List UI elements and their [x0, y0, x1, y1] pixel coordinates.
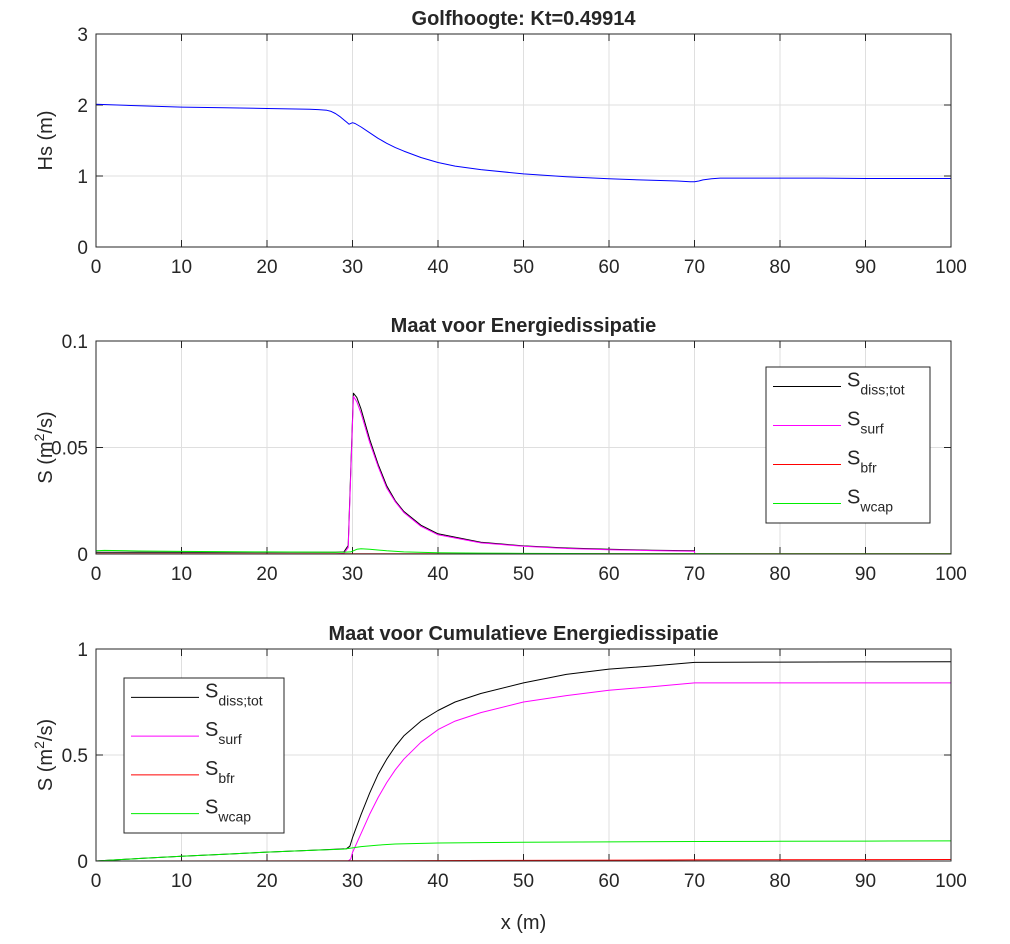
x-tick-label: 100 [935, 871, 967, 892]
y-axis-label-unit: /s) [35, 719, 57, 741]
plot-title: Maat voor Energiedissipatie [391, 315, 657, 337]
y-tick-label: 0 [77, 238, 88, 259]
axes-box [95, 33, 952, 248]
x-tick-label: 50 [513, 257, 534, 278]
x-tick-label: 60 [598, 871, 619, 892]
legend-label-main: S [205, 719, 218, 741]
x-tick-label: 80 [769, 564, 790, 585]
series-line-surf [96, 682, 951, 862]
legend-label-subscript: bfr [218, 770, 235, 786]
x-tick-label: 90 [855, 257, 876, 278]
legend-box [765, 366, 931, 524]
x-tick-label: 30 [342, 564, 363, 585]
legend-label-subscript: diss;tot [860, 382, 904, 398]
y-axis-label-main: S (m [35, 749, 57, 791]
legend-label-subscript: diss;tot [218, 692, 262, 708]
x-tick-label: 90 [855, 871, 876, 892]
legend-label-main: S [205, 680, 218, 702]
x-tick-label: 100 [935, 257, 967, 278]
x-tick-label: 70 [684, 871, 705, 892]
legend-label-subscript: surf [860, 421, 883, 437]
axes-box [95, 340, 952, 555]
series-line-hs [95, 103, 951, 183]
x-tick-label: 50 [513, 871, 534, 892]
plot-title: Golfhoogte: Kt=0.49914 [412, 8, 637, 30]
legend-box [123, 677, 285, 834]
y-tick-label: 0 [77, 852, 88, 873]
x-tick-label: 70 [684, 257, 705, 278]
x-tick-label: 30 [342, 871, 363, 892]
legend-label-main: S [847, 448, 860, 470]
x-tick-label: 40 [427, 257, 448, 278]
y-axis-label-main: S (m [35, 441, 57, 483]
legend-label-main: S [847, 487, 860, 509]
series-line-wcap [95, 840, 952, 862]
plot-title: Maat voor Cumulatieve Energiedissipatie [328, 623, 718, 645]
x-tick-label: 60 [598, 564, 619, 585]
legend-label-subscript: wcap [217, 809, 251, 825]
legend-label-bfr: Sbfr [847, 448, 877, 476]
x-tick-label: 40 [427, 564, 448, 585]
x-tick-label: 20 [256, 871, 277, 892]
x-tick-label: 40 [427, 871, 448, 892]
legend-label-main: S [205, 758, 218, 780]
x-tick-label: 10 [171, 871, 192, 892]
legend-label-diss;tot: Sdiss;tot [205, 680, 263, 708]
y-axis-label: S (m2/s) [31, 411, 57, 483]
x-tick-label: 0 [91, 564, 102, 585]
y-tick-label: 0.1 [62, 332, 88, 353]
x-axis-label: x (m) [501, 912, 547, 934]
legend-label-diss;tot: Sdiss;tot [847, 370, 905, 398]
y-tick-label: 1 [77, 167, 88, 188]
y-tick-label: 0.5 [62, 746, 88, 767]
legend-label-wcap: Swcap [847, 487, 893, 515]
x-tick-label: 10 [171, 257, 192, 278]
series-line-surf [96, 395, 951, 555]
legend-label-main: S [205, 797, 218, 819]
y-tick-label: 2 [77, 96, 88, 117]
legend-label-surf: Ssurf [847, 409, 884, 437]
x-tick-label: 50 [513, 564, 534, 585]
y-tick-label: 0 [77, 545, 88, 566]
legend-label-main: S [847, 370, 860, 392]
legend-label-subscript: surf [218, 731, 241, 747]
x-tick-label: 70 [684, 564, 705, 585]
y-axis-label-superscript: 2 [31, 433, 47, 441]
axes-box [95, 648, 952, 862]
y-axis-label-unit: /s) [35, 411, 57, 433]
legend-label-surf: Ssurf [205, 719, 242, 747]
x-tick-label: 60 [598, 257, 619, 278]
y-tick-label: 1 [77, 640, 88, 661]
legend-label-subscript: wcap [859, 499, 893, 515]
x-tick-label: 20 [256, 564, 277, 585]
y-tick-label: 0.05 [51, 439, 88, 460]
x-tick-label: 80 [769, 871, 790, 892]
y-axis-label-main: Hs (m) [35, 111, 57, 171]
y-tick-label: 3 [77, 25, 88, 46]
x-tick-label: 80 [769, 257, 790, 278]
x-tick-label: 0 [91, 871, 102, 892]
x-tick-label: 100 [935, 564, 967, 585]
x-tick-label: 0 [91, 257, 102, 278]
plot-cumulatieve-energiedissipatie: 0 10 20 30 40 50 60 70 80 90 100 0 0.5 1 Maat voor Cum… [31, 623, 967, 934]
y-axis-label: S (m2/s) [31, 719, 57, 791]
x-tick-label: 10 [171, 564, 192, 585]
plot-energiedissipatie: 0 10 20 30 40 50 60 70 80 90 100 0 0.05 0.1 Maat voor … [31, 315, 967, 585]
plot-golfhoogte: 0 10 20 30 40 50 60 70 80 90 100 0 1 2 3 Golfhoogte: Kt… [35, 8, 967, 278]
legend-label-bfr: Sbfr [205, 758, 235, 786]
y-axis-label: Hs (m) [35, 111, 57, 171]
y-axis-label-superscript: 2 [31, 741, 47, 749]
x-tick-label: 90 [855, 564, 876, 585]
legend-label-subscript: bfr [860, 460, 877, 476]
x-tick-label: 30 [342, 257, 363, 278]
legend-label-wcap: Swcap [205, 797, 251, 825]
legend-label-main: S [847, 409, 860, 431]
x-tick-label: 20 [256, 257, 277, 278]
